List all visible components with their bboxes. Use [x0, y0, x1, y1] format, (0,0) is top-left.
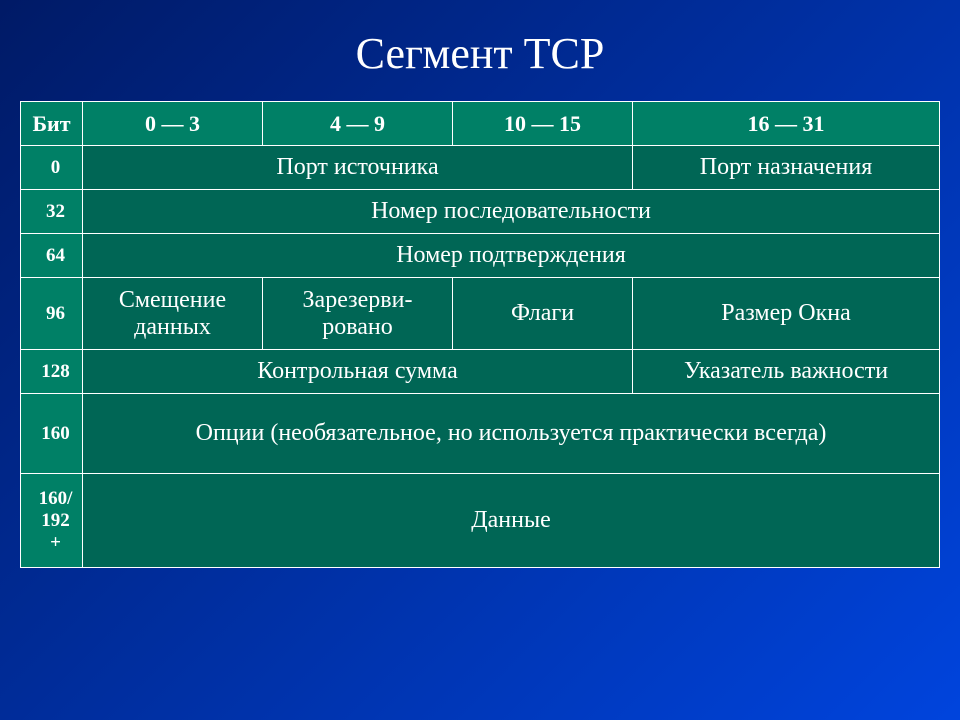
cell-ack-number: Номер подтверждения [83, 234, 940, 278]
cell-source-port: Порт источника [83, 146, 633, 190]
row-label-96: 96 [21, 278, 83, 350]
header-0-3: 0 — 3 [83, 102, 263, 146]
cell-seq-number: Номер последовательности [83, 190, 940, 234]
header-10-15: 10 — 15 [453, 102, 633, 146]
row-label-0: 0 [21, 146, 83, 190]
cell-data-offset: Смещение данных [83, 278, 263, 350]
row-label-32: 32 [21, 190, 83, 234]
header-16-31: 16 — 31 [633, 102, 940, 146]
cell-options: Опции (необязательное, но используется п… [83, 394, 940, 474]
header-bit: Бит [21, 102, 83, 146]
cell-window-size: Размер Окна [633, 278, 940, 350]
cell-checksum: Контрольная сумма [83, 350, 633, 394]
row-label-160: 160 [21, 394, 83, 474]
row-label-128: 128 [21, 350, 83, 394]
tcp-segment-table: Бит 0 — 3 4 — 9 10 — 15 16 — 31 0 Порт и… [20, 101, 940, 568]
cell-flags: Флаги [453, 278, 633, 350]
cell-reserved: Зарезерви- ровано [263, 278, 453, 350]
row-label-data: 160/ 192 + [21, 474, 83, 568]
cell-data: Данные [83, 474, 940, 568]
header-4-9: 4 — 9 [263, 102, 453, 146]
row-label-64: 64 [21, 234, 83, 278]
cell-dest-port: Порт назначения [633, 146, 940, 190]
page-title: Сегмент TCP [0, 0, 960, 101]
cell-urgent-pointer: Указатель важности [633, 350, 940, 394]
